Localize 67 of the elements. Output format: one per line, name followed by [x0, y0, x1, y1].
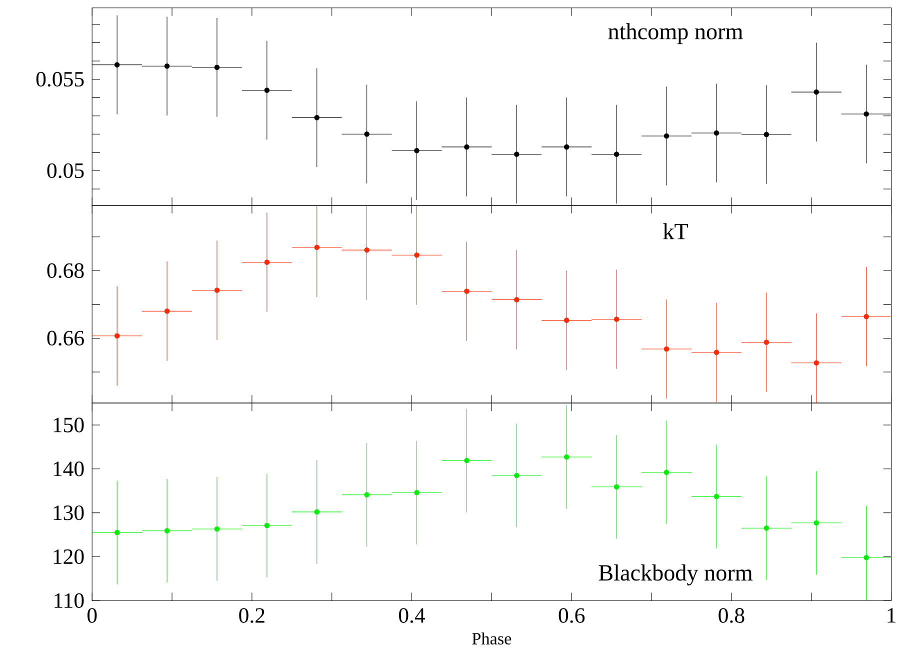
point — [514, 296, 520, 302]
point — [814, 520, 820, 526]
point — [314, 244, 320, 250]
point — [514, 151, 520, 157]
point — [714, 130, 720, 136]
point — [214, 526, 220, 532]
point — [214, 287, 220, 293]
x-tick-label: 1 — [888, 608, 896, 622]
point — [464, 288, 470, 294]
y-tick-label: 0.055 — [36, 72, 84, 86]
point — [414, 148, 420, 154]
point — [214, 64, 220, 70]
point — [514, 472, 520, 478]
point — [614, 151, 620, 157]
point — [364, 492, 370, 498]
y-tick-label: 0.66 — [47, 330, 84, 346]
point — [414, 490, 420, 496]
point — [314, 509, 320, 514]
point — [764, 339, 770, 345]
point — [864, 111, 869, 116]
x-tick-label: 0.2 — [239, 608, 264, 623]
y-tick-label: 150 — [54, 417, 84, 432]
text: Blackbody norm — [598, 564, 752, 586]
point — [814, 89, 820, 94]
y-tick-label: 140 — [54, 461, 84, 476]
point — [564, 317, 570, 323]
point — [364, 247, 370, 252]
point — [764, 525, 770, 531]
x-tick-label: 0 — [87, 608, 97, 623]
y-tick-label: 120 — [54, 549, 84, 564]
x-tick-label: 0.4 — [398, 608, 426, 623]
point — [864, 314, 869, 319]
point — [664, 470, 670, 475]
point — [364, 131, 370, 137]
point — [164, 528, 170, 534]
text: kT — [663, 222, 688, 239]
point — [614, 484, 620, 490]
y-tick-label: 0.05 — [47, 163, 84, 178]
point — [164, 308, 170, 314]
x-tick-label: 0.6 — [558, 608, 585, 623]
y-tick-label: 130 — [54, 505, 84, 520]
point — [664, 133, 670, 138]
text: nthcomp norm — [608, 22, 743, 44]
point — [714, 350, 720, 355]
y-tick-label: 110 — [54, 593, 84, 608]
point — [164, 63, 170, 68]
point — [114, 332, 120, 338]
y-tick-label: 0.68 — [47, 263, 84, 278]
point — [464, 144, 470, 150]
point — [764, 132, 770, 137]
point — [114, 62, 120, 68]
point — [114, 530, 120, 535]
point — [614, 316, 620, 322]
point — [314, 114, 320, 120]
point — [564, 144, 570, 150]
x-axis-title: Phase — [472, 632, 512, 644]
x-tick-label: 0.8 — [718, 608, 744, 623]
point — [564, 454, 570, 460]
point — [264, 259, 270, 265]
point — [464, 458, 470, 463]
point — [864, 554, 869, 560]
point — [814, 360, 820, 366]
point — [264, 522, 270, 528]
point — [414, 252, 420, 258]
point — [714, 494, 720, 499]
point — [264, 87, 270, 93]
point — [664, 346, 670, 352]
